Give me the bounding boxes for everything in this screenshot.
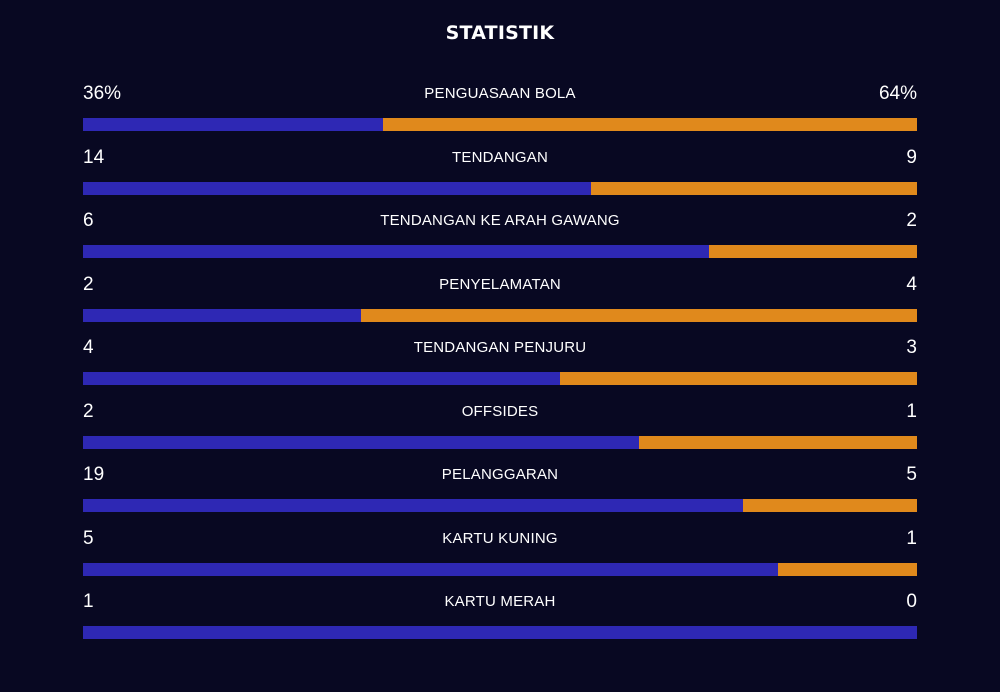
away-value: 9 (906, 146, 917, 168)
home-value: 6 (83, 210, 94, 231)
home-bar (83, 499, 744, 512)
away-bar (778, 562, 917, 576)
stat-row: 19 PELANGGARAN 5 (83, 461, 917, 525)
away-value: 1 (906, 400, 917, 422)
stat-row: 5 KARTU KUNING 1 (83, 525, 917, 589)
stat-row: 2 PENYELAMATAN 4 (83, 271, 917, 335)
stat-bar (83, 562, 917, 576)
stats-list: 36% PENGUASAAN BOLA 64% 14 TENDANGAN 9 6 TENDAN… (83, 80, 917, 652)
home-bar (83, 372, 560, 385)
home-bar (83, 626, 917, 639)
home-value: 1 (83, 591, 94, 612)
stat-bar (83, 626, 917, 639)
away-value: 3 (906, 337, 917, 358)
stat-labels: 2 PENYELAMATAN 4 (83, 271, 917, 299)
away-bar (360, 308, 917, 322)
stat-row: 6 TENDANGAN KE ARAH GAWANG 2 (83, 207, 917, 271)
home-value: 36% (83, 83, 122, 104)
home-value: 19 (83, 464, 105, 485)
stat-bar (83, 435, 917, 449)
stat-row: 36% PENGUASAAN BOLA 64% (83, 80, 917, 144)
stat-labels: 19 PELANGGARAN 5 (83, 461, 917, 489)
stat-label: TENDANGAN PENJURU (413, 339, 587, 356)
stat-label: OFFSIDES (461, 402, 539, 420)
stat-bar (83, 118, 917, 131)
home-value: 2 (83, 400, 94, 422)
away-bar (590, 181, 917, 195)
stat-labels: 4 TENDANGAN PENJURU 3 (83, 334, 917, 362)
stat-row: 1 KARTU MERAH 0 (83, 588, 917, 652)
home-value: 2 (83, 273, 94, 295)
stat-label: TENDANGAN (452, 148, 548, 166)
away-bar (743, 499, 917, 512)
stat-labels: 36% PENGUASAAN BOLA 64% (83, 80, 917, 108)
stat-label: PENYELAMATAN (439, 275, 561, 293)
home-bar (83, 562, 778, 576)
away-bar (383, 118, 917, 131)
home-value: 5 (83, 527, 94, 549)
stat-row: 4 TENDANGAN PENJURU 3 (83, 334, 917, 398)
home-value: 14 (83, 146, 105, 168)
stat-row: 2 OFFSIDES 1 (83, 398, 917, 462)
stat-bar (83, 308, 917, 322)
away-bar (638, 435, 917, 449)
stat-label: TENDANGAN KE ARAH GAWANG (380, 212, 620, 229)
away-value: 0 (906, 591, 917, 612)
away-value: 4 (906, 273, 917, 295)
stat-bar (83, 372, 917, 385)
stat-label: PENGUASAAN BOLA (424, 85, 576, 102)
stat-bar (83, 245, 917, 258)
away-bar (559, 372, 917, 385)
stat-labels: 14 TENDANGAN 9 (83, 144, 917, 172)
home-bar (83, 118, 384, 131)
stat-bar (83, 499, 917, 512)
away-bar (708, 245, 917, 258)
stat-label: KARTU KUNING (442, 529, 558, 547)
stat-labels: 1 KARTU MERAH 0 (83, 588, 917, 616)
stat-row: 14 TENDANGAN 9 (83, 144, 917, 208)
away-value: 5 (906, 464, 917, 485)
stat-labels: 2 OFFSIDES 1 (83, 398, 917, 426)
page-title: STATISTIK (445, 22, 555, 44)
home-bar (83, 308, 361, 322)
home-bar (83, 435, 639, 449)
home-bar (83, 181, 591, 195)
home-bar (83, 245, 709, 258)
stat-labels: 5 KARTU KUNING 1 (83, 525, 917, 553)
away-value: 64% (878, 83, 917, 104)
home-value: 4 (83, 337, 94, 358)
stat-label: KARTU MERAH (444, 593, 556, 610)
stat-bar (83, 181, 917, 195)
stat-labels: 6 TENDANGAN KE ARAH GAWANG 2 (83, 207, 917, 235)
stat-label: PELANGGARAN (441, 466, 559, 483)
away-value: 1 (906, 527, 917, 549)
away-value: 2 (906, 210, 917, 231)
